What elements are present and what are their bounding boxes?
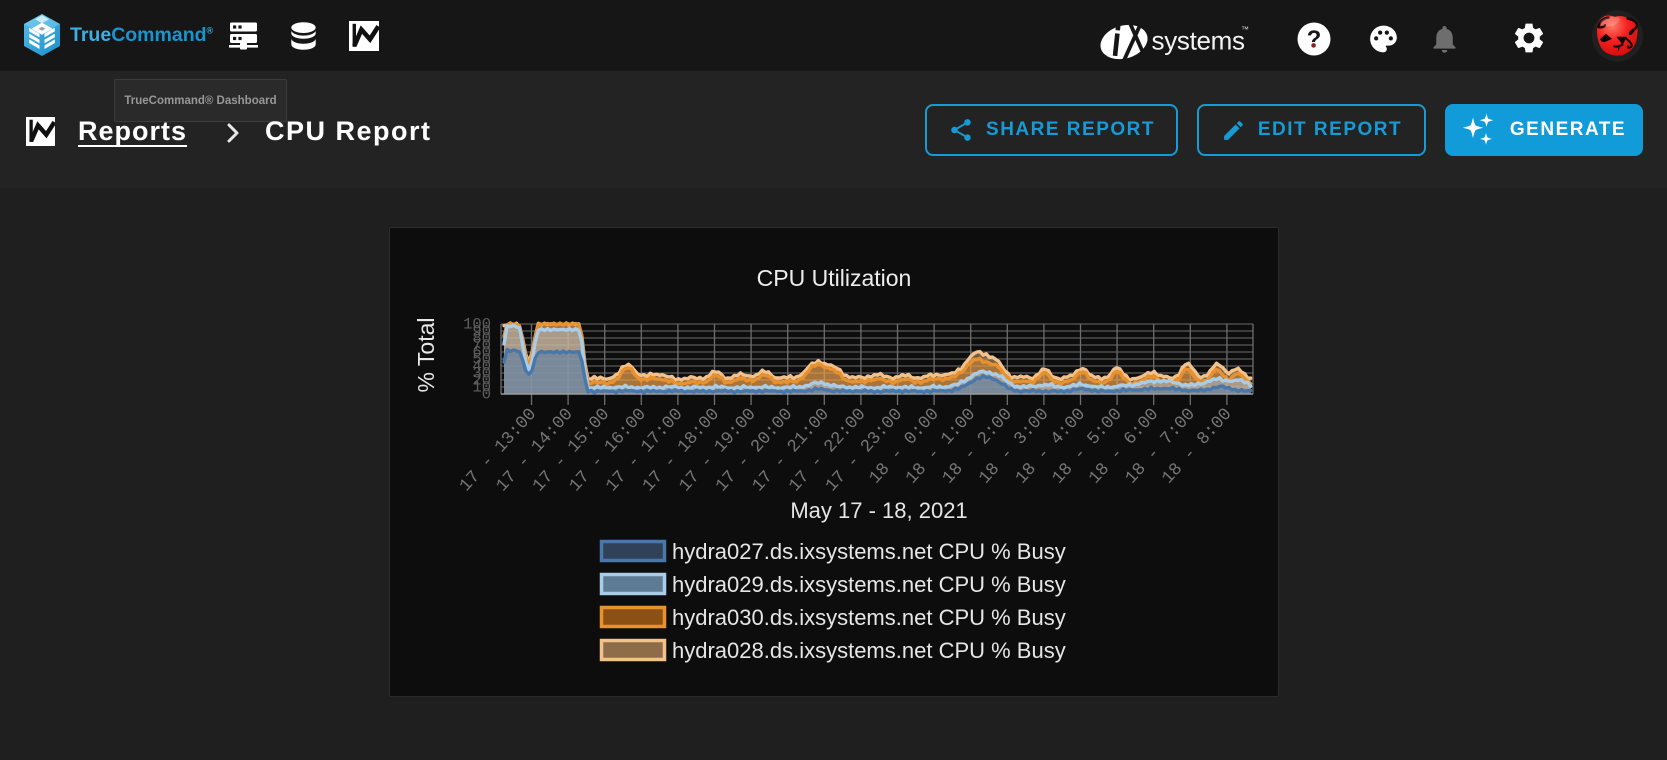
svg-text:systems: systems [1152, 26, 1246, 56]
svg-text:20: 20 [472, 372, 491, 390]
svg-text:hydra029.ds.ixsystems.net CPU: hydra029.ds.ixsystems.net CPU % Busy [672, 572, 1066, 597]
svg-text:hydra028.ds.ixsystems.net CPU: hydra028.ds.ixsystems.net CPU % Busy [672, 638, 1066, 663]
svg-text:30: 30 [472, 365, 491, 383]
svg-text:?: ? [1307, 26, 1322, 53]
svg-text:0: 0 [482, 386, 491, 404]
svg-text:50: 50 [472, 351, 491, 369]
svg-text:hydra027.ds.ixsystems.net CPU: hydra027.ds.ixsystems.net CPU % Busy [672, 539, 1066, 564]
svg-text:CPU Utilization: CPU Utilization [757, 265, 912, 291]
svg-text:% Total: % Total [413, 317, 439, 392]
svg-text:80: 80 [472, 330, 491, 348]
svg-text:100: 100 [463, 316, 491, 334]
svg-text:40: 40 [472, 358, 491, 376]
svg-text:™: ™ [1241, 25, 1249, 34]
svg-text:May 17 - 18, 2021: May 17 - 18, 2021 [790, 498, 967, 523]
svg-text:10: 10 [472, 379, 491, 397]
svg-text:70: 70 [472, 337, 491, 355]
svg-text:90: 90 [472, 323, 491, 341]
svg-text:60: 60 [472, 344, 491, 362]
svg-text:hydra030.ds.ixsystems.net CPU: hydra030.ds.ixsystems.net CPU % Busy [672, 605, 1066, 630]
